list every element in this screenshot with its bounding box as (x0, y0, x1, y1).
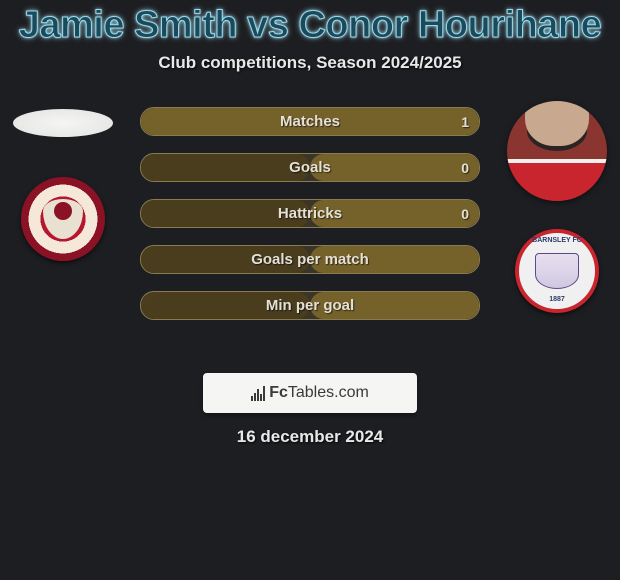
badge-text-bot: 1887 (519, 296, 595, 303)
player-photo-left (13, 109, 113, 137)
right-column: BARNSLEY FC 1887 (502, 101, 612, 313)
stat-row: Goals 0 (140, 153, 480, 182)
stat-fill-right (310, 154, 479, 181)
stat-label: Hattricks (278, 205, 342, 222)
stat-value-right: 0 (461, 206, 469, 222)
watermark-text: FcTables.com (269, 384, 369, 402)
comparison-card: Jamie Smith vs Conor Hourihane Club comp… (0, 0, 620, 447)
stat-value-right: 1 (461, 114, 469, 130)
left-column (8, 101, 118, 261)
stat-label: Goals per match (251, 251, 369, 268)
stat-row: Hattricks 0 (140, 199, 480, 228)
stat-row: Min per goal (140, 291, 480, 320)
stat-label: Min per goal (266, 297, 354, 314)
club-badge-right: BARNSLEY FC 1887 (515, 229, 599, 313)
stat-label: Goals (289, 159, 331, 176)
stat-value-right: 0 (461, 160, 469, 176)
stat-label: Matches (280, 113, 340, 130)
badge-text-top: BARNSLEY FC (519, 237, 595, 244)
page-title: Jamie Smith vs Conor Hourihane (0, 4, 620, 47)
player-photo-right (507, 101, 607, 201)
stat-row: Goals per match (140, 245, 480, 274)
stat-row: Matches 1 (140, 107, 480, 136)
page-subtitle: Club competitions, Season 2024/2025 (0, 53, 620, 73)
chart-bars-icon (251, 385, 265, 401)
stat-fill-left (141, 154, 310, 181)
club-badge-left (21, 177, 105, 261)
date-label: 16 december 2024 (0, 427, 620, 447)
stats-list: Matches 1 Goals 0 Hattricks 0 Goals per match M… (140, 107, 480, 320)
main-area: BARNSLEY FC 1887 Matches1Goals0Hattricks… (0, 101, 620, 361)
watermark: FcTables.com (203, 373, 417, 413)
